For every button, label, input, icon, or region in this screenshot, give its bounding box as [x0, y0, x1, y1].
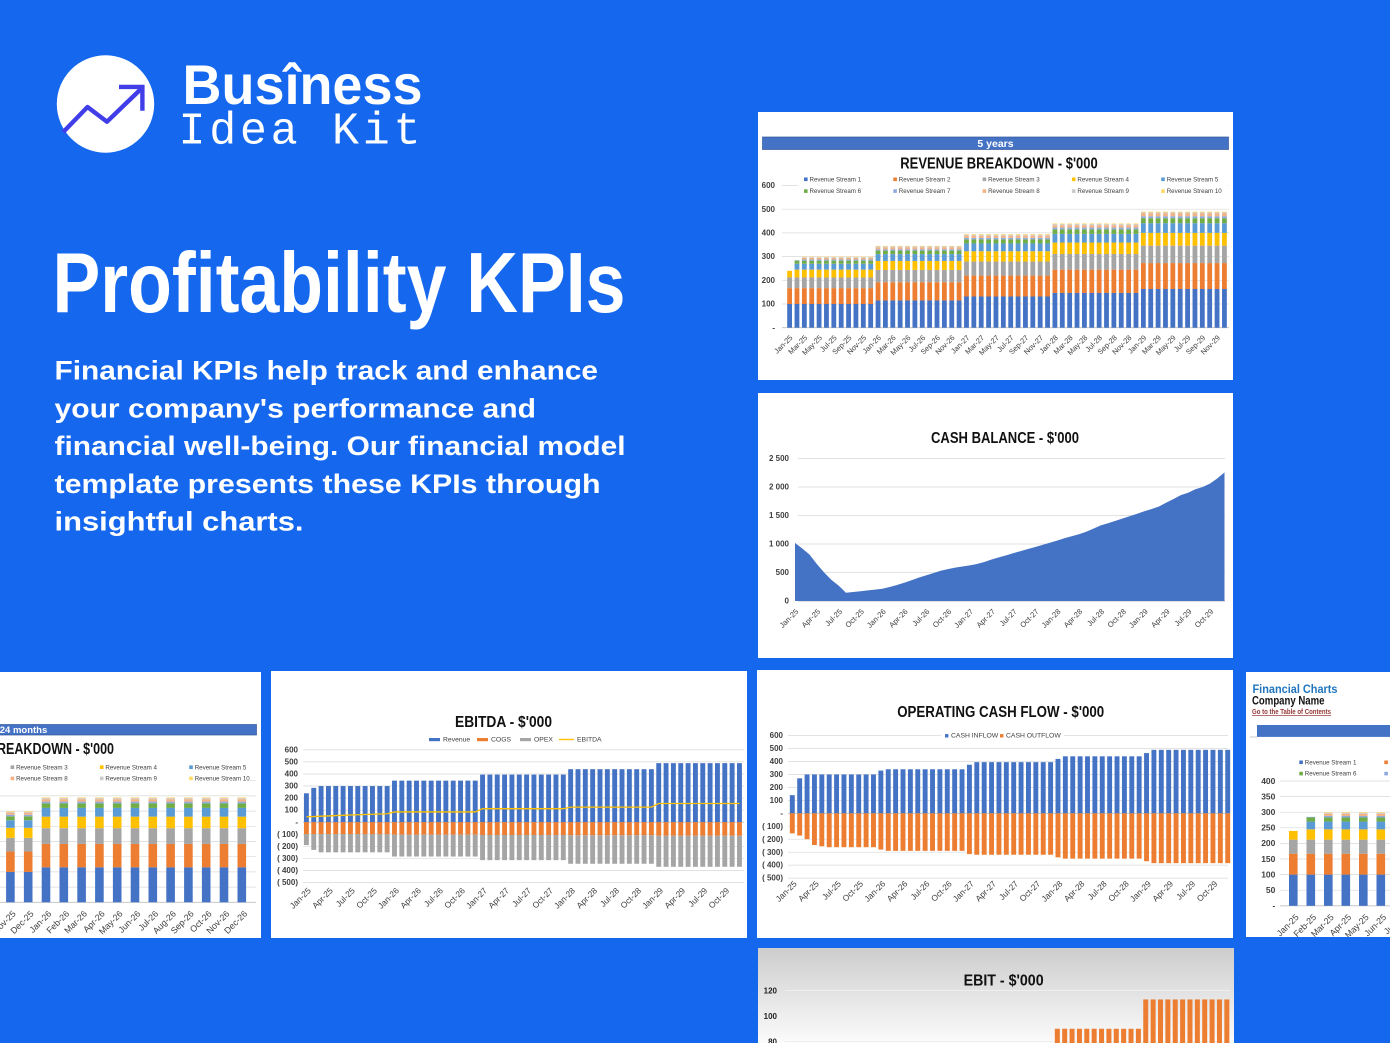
svg-text:financial well-being. Our fina: financial well-being. Our financial mode… [55, 431, 626, 461]
svg-text:600: 600 [770, 731, 784, 740]
svg-text:Revenue Stream 6: Revenue Stream 6 [1305, 771, 1357, 778]
svg-text:Revenue Stream 8: Revenue Stream 8 [16, 776, 68, 783]
svg-text:( 100): ( 100) [277, 830, 298, 839]
svg-text:Revenue Stream 4: Revenue Stream 4 [1077, 176, 1129, 183]
svg-text:Revenue Stream 2: Revenue Stream 2 [899, 176, 951, 183]
svg-text:-: - [780, 809, 783, 818]
svg-text:EBIT - $'000: EBIT - $'000 [964, 973, 1044, 990]
svg-text:100: 100 [762, 300, 776, 309]
svg-text:Company Name: Company Name [1252, 696, 1325, 708]
svg-text:120: 120 [764, 986, 778, 995]
svg-text:24 months: 24 months [0, 725, 47, 736]
svg-text:( 300): ( 300) [762, 848, 783, 857]
svg-text:200: 200 [770, 783, 784, 792]
svg-text:Revenue Stream 1: Revenue Stream 1 [1305, 759, 1357, 766]
svg-text:REVENUE BREAKDOWN - $'000: REVENUE BREAKDOWN - $'000 [0, 741, 114, 758]
svg-text:350: 350 [1261, 791, 1275, 801]
svg-text:200: 200 [762, 276, 776, 285]
svg-text:300: 300 [285, 782, 299, 791]
svg-text:OPERATING CASH FLOW - $'000: OPERATING CASH FLOW - $'000 [897, 704, 1104, 721]
svg-text:Revenue Stream 3: Revenue Stream 3 [988, 176, 1040, 183]
svg-text:( 100): ( 100) [762, 822, 783, 831]
svg-text:-: - [1273, 901, 1276, 911]
svg-text:500: 500 [285, 758, 299, 767]
svg-text:400: 400 [770, 757, 784, 766]
svg-text:100: 100 [285, 806, 299, 815]
svg-text:100: 100 [770, 796, 784, 805]
svg-text:Revenue Stream 6: Revenue Stream 6 [810, 188, 862, 195]
svg-text:OPEX: OPEX [534, 737, 553, 744]
svg-text:Revenue Stream 3: Revenue Stream 3 [16, 764, 68, 771]
svg-text:5 years: 5 years [977, 138, 1013, 150]
svg-text:Revenue Stream 1: Revenue Stream 1 [810, 176, 862, 183]
svg-text:CASH OUTFLOW: CASH OUTFLOW [1006, 733, 1061, 740]
svg-text:200: 200 [1261, 838, 1275, 848]
svg-text:300: 300 [1261, 807, 1275, 817]
svg-text:600: 600 [762, 181, 776, 190]
svg-text:300: 300 [770, 770, 784, 779]
svg-text:80: 80 [768, 1037, 777, 1043]
svg-text:Financial Charts: Financial Charts [1253, 684, 1338, 696]
svg-text:500: 500 [762, 205, 776, 214]
svg-text:100: 100 [764, 1012, 778, 1021]
svg-text:Revenue Stream 7: Revenue Stream 7 [899, 188, 951, 195]
svg-text:EBITDA - $'000: EBITDA - $'000 [455, 714, 552, 731]
svg-text:Revenue Stream 9: Revenue Stream 9 [1077, 188, 1129, 195]
svg-text:400: 400 [1261, 776, 1275, 786]
svg-text:200: 200 [285, 794, 299, 803]
svg-text:( 500): ( 500) [762, 874, 783, 883]
svg-text:Revenue Stream 5: Revenue Stream 5 [1167, 176, 1219, 183]
svg-text:( 200): ( 200) [277, 842, 298, 851]
svg-text:( 200): ( 200) [762, 835, 783, 844]
svg-text:500: 500 [770, 744, 784, 753]
svg-text:COGS: COGS [491, 737, 511, 744]
svg-text:CASH BALANCE - $'000: CASH BALANCE - $'000 [931, 430, 1079, 447]
svg-text:Revenue Stream 8: Revenue Stream 8 [988, 188, 1040, 195]
svg-text:400: 400 [762, 229, 776, 238]
svg-text:Revenue: Revenue [443, 737, 470, 744]
svg-text:600: 600 [285, 746, 299, 755]
svg-text:150: 150 [1261, 854, 1275, 864]
svg-text:( 300): ( 300) [277, 854, 298, 863]
svg-text:-: - [772, 323, 775, 332]
svg-text:Go to the Table of Contents: Go to the Table of Contents [1252, 709, 1331, 716]
svg-text:Revenue Stream 5: Revenue Stream 5 [195, 764, 247, 771]
svg-text:100: 100 [1261, 869, 1275, 879]
svg-text:1 000: 1 000 [769, 540, 790, 549]
svg-text:( 400): ( 400) [277, 866, 298, 875]
svg-text:Revenue Stream 4: Revenue Stream 4 [105, 764, 157, 771]
svg-text:400: 400 [285, 770, 299, 779]
svg-text:Jul-25: Jul-25 [1382, 912, 1390, 936]
svg-text:( 400): ( 400) [762, 861, 783, 870]
svg-text:300: 300 [762, 252, 776, 261]
svg-text:500: 500 [776, 568, 790, 577]
svg-text:2 000: 2 000 [769, 483, 790, 492]
svg-text:CASH INFLOW: CASH INFLOW [951, 733, 999, 740]
svg-text:( 500): ( 500) [277, 878, 298, 887]
svg-text:template presents these KPIs t: template presents these KPIs through [55, 469, 601, 499]
svg-text:insightful charts.: insightful charts. [55, 507, 304, 537]
svg-text:50: 50 [1266, 885, 1276, 895]
svg-text:Revenue Stream 9: Revenue Stream 9 [105, 776, 157, 783]
svg-text:EBITDA: EBITDA [577, 737, 602, 744]
svg-text:Financial KPIs help track and: Financial KPIs help track and enhance [55, 356, 599, 386]
svg-text:2 500: 2 500 [769, 454, 790, 463]
svg-text:Revenue Stream 10: Revenue Stream 10 [1167, 188, 1223, 195]
svg-text:Profitability KPIs: Profitability KPIs [53, 236, 626, 331]
svg-text:1 500: 1 500 [769, 511, 790, 520]
svg-text:0: 0 [785, 597, 790, 606]
svg-text:your company's performance and: your company's performance and [55, 393, 537, 423]
svg-text:250: 250 [1261, 823, 1275, 833]
svg-text:-: - [295, 818, 298, 827]
svg-text:Busîness: Busîness [183, 53, 423, 116]
svg-text:REVENUE BREAKDOWN - $'000: REVENUE BREAKDOWN - $'000 [900, 156, 1098, 173]
svg-text:Revenue Stream 10: Revenue Stream 10 [195, 776, 251, 783]
